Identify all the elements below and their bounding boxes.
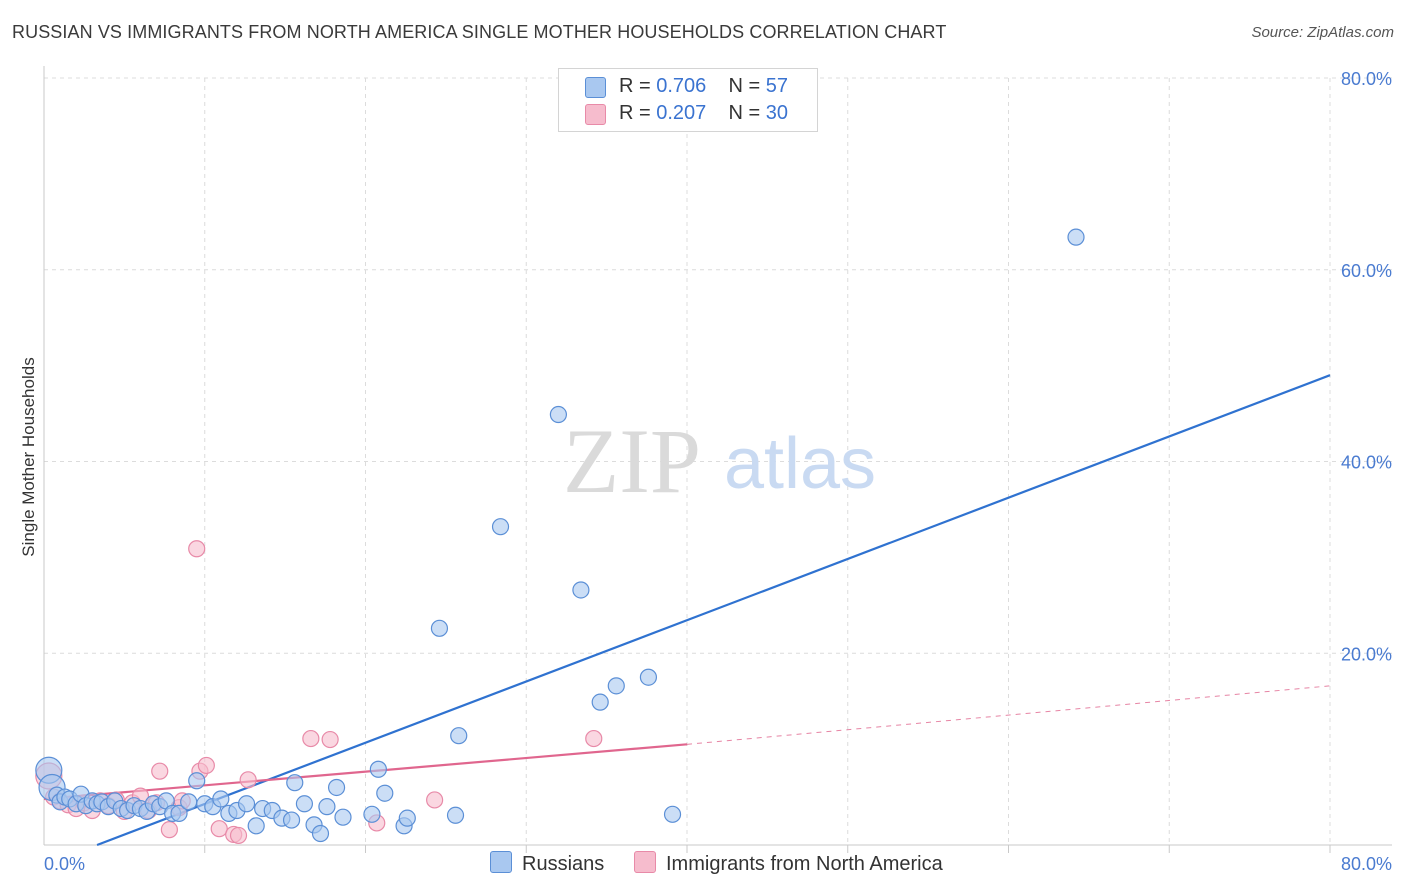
legend-r-value: 0.706 bbox=[656, 75, 707, 97]
russians-point bbox=[318, 798, 336, 816]
russians-point bbox=[180, 793, 198, 811]
y-tick-label: 80.0% bbox=[1341, 69, 1392, 89]
russians-point bbox=[572, 581, 590, 599]
legend-swatch-blue bbox=[585, 77, 606, 98]
russians-point bbox=[549, 405, 568, 424]
russians-point bbox=[212, 790, 230, 808]
legend-n-value: 57 bbox=[765, 75, 789, 97]
russians-point bbox=[311, 824, 330, 843]
watermark-atlas: atlas bbox=[724, 424, 876, 504]
russians-point bbox=[591, 693, 609, 711]
bottom-legend-label-immigrants: Immigrants from North America bbox=[666, 853, 943, 875]
russians-point bbox=[376, 784, 394, 802]
russians-point bbox=[188, 772, 206, 790]
russians-point bbox=[663, 805, 682, 823]
trend-line-immigrants bbox=[43, 743, 688, 801]
y-axis-label: Single Mother Households bbox=[19, 357, 38, 556]
chart-title: RUSSIAN VS IMMIGRANTS FROM NORTH AMERICA… bbox=[12, 22, 947, 42]
legend-n-value: 30 bbox=[765, 102, 789, 124]
bottom-legend-swatch-pink bbox=[634, 851, 656, 873]
x-tick-label-max: 80.0% bbox=[1341, 854, 1392, 874]
immigrants-point bbox=[321, 730, 339, 749]
russians-point bbox=[363, 805, 381, 823]
russians-point bbox=[295, 795, 314, 813]
immigrants-point bbox=[229, 826, 248, 845]
bottom-legend-swatch-blue bbox=[490, 851, 512, 873]
russians-point bbox=[446, 806, 465, 824]
y-tick-label: 60.0% bbox=[1341, 261, 1392, 281]
axes bbox=[43, 66, 1392, 853]
russians-point bbox=[282, 811, 301, 829]
tick-labels: 20.0% 40.0% 60.0% 80.0% 0.0% 80.0% bbox=[44, 69, 1392, 874]
russians-point bbox=[1067, 228, 1085, 246]
russians-point bbox=[369, 760, 387, 778]
immigrants-point bbox=[151, 762, 169, 780]
y-tick-label: 40.0% bbox=[1341, 453, 1392, 473]
trend-line-russians bbox=[96, 374, 1331, 847]
russians-point bbox=[237, 795, 256, 813]
russians-point bbox=[334, 808, 352, 826]
legend-swatch-pink bbox=[585, 104, 606, 125]
russians-point bbox=[247, 817, 265, 835]
russians-point bbox=[170, 804, 188, 822]
watermark-zip: ZIP bbox=[563, 410, 701, 512]
bottom-legend-russians: Russians bbox=[490, 851, 604, 876]
immigrants-point bbox=[160, 821, 178, 839]
data-points bbox=[35, 228, 1085, 845]
bottom-legend-label-russians: Russians bbox=[522, 853, 605, 875]
trend-line-immigrants-extension bbox=[686, 685, 1331, 745]
immigrants-point bbox=[426, 791, 444, 809]
russians-point bbox=[430, 619, 449, 637]
legend-r-label: R = bbox=[619, 75, 651, 97]
russians-point bbox=[327, 778, 346, 797]
source-credit: Source: ZipAtlas.com bbox=[1251, 24, 1394, 41]
immigrants-point bbox=[585, 729, 603, 748]
russians-point bbox=[286, 774, 304, 792]
gridlines bbox=[44, 77, 1392, 845]
trend-lines bbox=[43, 374, 1331, 847]
immigrants-point bbox=[302, 729, 320, 748]
immigrants-point bbox=[197, 756, 215, 775]
x-tick-label-min: 0.0% bbox=[44, 854, 85, 874]
russians-point bbox=[491, 518, 510, 536]
legend-n-label: N = bbox=[728, 102, 761, 124]
bottom-legend-immigrants: Immigrants from North America bbox=[634, 851, 943, 876]
correlation-legend: R = 0.706 N = 57 R = 0.207 N = 30 bbox=[558, 68, 818, 132]
russians-point bbox=[639, 668, 658, 686]
legend-n-label: N = bbox=[728, 75, 761, 97]
immigrants-point bbox=[239, 771, 257, 789]
russians-point bbox=[398, 809, 416, 827]
watermark: ZIP atlas bbox=[563, 410, 876, 512]
immigrants-point bbox=[210, 820, 228, 838]
russians-point bbox=[607, 677, 625, 695]
immigrants-point bbox=[188, 540, 206, 558]
russians-point bbox=[450, 727, 468, 745]
legend-r-label: R = bbox=[619, 102, 651, 124]
y-tick-label: 20.0% bbox=[1341, 644, 1392, 664]
legend-r-value: 0.207 bbox=[656, 102, 707, 124]
